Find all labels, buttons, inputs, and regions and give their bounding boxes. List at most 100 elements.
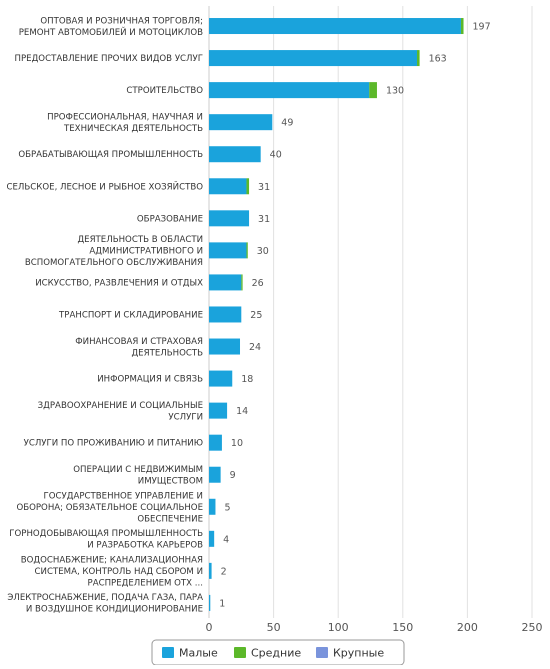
category-label-line: ГОСУДАРСТВЕННОЕ УПРАВЛЕНИЕ И <box>44 491 203 501</box>
category-label: ДЕЯТЕЛЬНОСТЬ В ОБЛАСТИ АДМИНИСТРАТИВНОГО … <box>25 235 203 268</box>
bar-small <box>209 498 216 515</box>
category-label: УСЛУГИ ПО ПРОЖИВАНИЮ И ПИТАНИЮ <box>24 439 203 449</box>
data-label: 18 <box>241 374 253 385</box>
category-label: ОБРАБАТЫВАЮЩАЯ ПРОМЫШЛЕННОСТЬ <box>18 150 203 160</box>
x-tick-label: 200 <box>457 621 478 634</box>
bar-small <box>209 82 370 99</box>
bar-medium <box>417 50 420 67</box>
data-label: 31 <box>258 214 270 225</box>
legend-swatch <box>162 647 174 658</box>
category-label-line: ФИНАНСОВАЯ И СТРАХОВАЯ <box>75 337 203 347</box>
category-label: ОПТОВАЯ И РОЗНИЧНАЯ ТОРГОВЛЯ; РЕМОНТ АВТО… <box>19 16 203 38</box>
category-label: ОПЕРАЦИИ С НЕДВИЖИМЫМ ИМУЩЕСТВОМ <box>73 465 203 487</box>
bar-small <box>209 562 212 579</box>
bar-small <box>209 466 221 483</box>
data-label: 40 <box>270 150 282 161</box>
category-label-line: И РАЗРАБОТКА КАРЬЕРОВ <box>87 541 203 551</box>
bar-small <box>209 338 241 355</box>
category-label-line: СТРОИТЕЛЬСТВО <box>126 86 203 96</box>
data-label: 1 <box>219 598 225 609</box>
category-label-line: ИНФОРМАЦИЯ И СВЯЗЬ <box>97 375 203 385</box>
data-label: 30 <box>257 246 269 257</box>
category-label-line: ОПТОВАЯ И РОЗНИЧНАЯ ТОРГОВЛЯ; <box>40 16 203 26</box>
data-label: 24 <box>249 342 261 353</box>
category-label-line: ПРЕДОСТАВЛЕНИЕ ПРОЧИХ ВИДОВ УСЛУГ <box>15 54 203 64</box>
category-label: ПРЕДОСТАВЛЕНИЕ ПРОЧИХ ВИДОВ УСЛУГ <box>15 54 203 64</box>
category-label-line: ДЕЯТЕЛЬНОСТЬ <box>131 348 203 358</box>
category-label-line: И ВОЗДУШНОЕ КОНДИЦИОНИРОВАНИЕ <box>26 605 203 615</box>
legend-swatch <box>234 647 246 658</box>
category-label: ВОДОСНАБЖЕНИЕ; КАНАЛИЗАЦИОННАЯ СИСТЕМА, К… <box>21 555 203 588</box>
category-label-line: РАСПРЕДЕЛЕНИЕМ ОТХ ... <box>88 578 203 588</box>
category-label: СЕЛЬСКОЕ, ЛЕСНОЕ И РЫБНОЕ ХОЗЯЙСТВО <box>6 180 203 192</box>
x-tick-label: 100 <box>328 621 349 634</box>
bar-small <box>209 402 228 419</box>
category-label-line: ВСПОМОГАТЕЛЬНОГО ОБСЛУЖИВАНИЯ <box>25 258 203 268</box>
category-label-line: ОБРАЗОВАНИЕ <box>137 214 203 224</box>
category-label-line: ДЕЯТЕЛЬНОСТЬ В ОБЛАСТИ <box>77 235 203 245</box>
x-tick-label: 0 <box>206 621 213 634</box>
data-label: 10 <box>231 438 243 449</box>
bar-medium <box>241 274 243 291</box>
category-label: ИСКУССТВО, РАЗВЛЕЧЕНИЯ И ОТДЫХ <box>35 278 203 288</box>
bar-medium <box>369 82 377 99</box>
data-label: 163 <box>429 54 447 65</box>
category-label: ОБРАЗОВАНИЕ <box>137 214 203 224</box>
category-label: ЭЛЕКТРОСНАБЖЕНИЕ, ПОДАЧА ГАЗА, ПАРА И ВОЗ… <box>7 593 203 615</box>
data-label: 5 <box>224 502 230 513</box>
legend-label: Средние <box>251 647 301 660</box>
bar-small <box>209 210 250 227</box>
category-label-line: ПРОФЕССИОНАЛЬНАЯ, НАУЧНАЯ И <box>47 112 203 122</box>
category-label: СТРОИТЕЛЬСТВО <box>126 86 203 96</box>
category-label-line: СИСТЕМА, КОНТРОЛЬ НАД СБОРОМ И <box>35 567 203 577</box>
category-label: ФИНАНСОВАЯ И СТРАХОВАЯ ДЕЯТЕЛЬНОСТЬ <box>75 337 203 359</box>
category-label-line: СЕЛЬСКОЕ, ЛЕСНОЕ И РЫБНОЕ ХОЗЯЙСТВО <box>6 180 203 192</box>
category-label: ПРОФЕССИОНАЛЬНАЯ, НАУЧНАЯ И ТЕХНИЧЕСКАЯ Д… <box>47 112 203 134</box>
bar-small <box>209 594 211 611</box>
bar-small <box>209 114 273 131</box>
x-tick-label: 250 <box>522 621 543 634</box>
data-label: 49 <box>281 118 293 129</box>
x-tick-label: 150 <box>392 621 413 634</box>
bar-small <box>209 18 461 35</box>
bar-small <box>209 242 247 259</box>
bar-medium <box>246 242 248 259</box>
legend-label: Малые <box>179 647 218 660</box>
category-label-line: ТРАНСПОРТ И СКЛАДИРОВАНИЕ <box>58 310 203 320</box>
category-label-line: ОПЕРАЦИИ С НЕДВИЖИМЫМ <box>73 465 203 475</box>
category-label-line: ТЕХНИЧЕСКАЯ ДЕЯТЕЛЬНОСТЬ <box>63 124 203 134</box>
category-label-line: ГОРНОДОБЫВАЮЩАЯ ПРОМЫШЛЕННОСТЬ <box>9 529 203 539</box>
bar-small <box>209 370 233 387</box>
category-label-line: ОБЕСПЕЧЕНИЕ <box>137 514 203 524</box>
category-label-line: ИМУЩЕСТВОМ <box>138 476 203 486</box>
category-label: ГОРНОДОБЫВАЮЩАЯ ПРОМЫШЛЕННОСТЬ И РАЗРАБОТ… <box>9 529 203 551</box>
data-label: 26 <box>252 278 264 289</box>
category-label-line: РЕМОНТ АВТОМОБИЛЕЙ И МОТОЦИКЛОВ <box>19 26 203 38</box>
category-label: ТРАНСПОРТ И СКЛАДИРОВАНИЕ <box>58 310 203 320</box>
x-tick-label: 50 <box>267 621 281 634</box>
bar-small <box>209 434 222 451</box>
bar-small <box>209 146 261 163</box>
data-label: 130 <box>386 86 404 97</box>
category-label-line: ЭЛЕКТРОСНАБЖЕНИЕ, ПОДАЧА ГАЗА, ПАРА <box>7 593 203 603</box>
bar-small <box>209 530 215 547</box>
category-label-line: ЗДРАВООХРАНЕНИЕ И СОЦИАЛЬНЫЕ <box>38 401 203 411</box>
data-label: 9 <box>230 470 236 481</box>
bar-small <box>209 306 242 323</box>
category-label: ГОСУДАРСТВЕННОЕ УПРАВЛЕНИЕ И ОБОРОНА; ОБЯ… <box>16 491 203 524</box>
data-label: 4 <box>223 534 229 545</box>
category-label-line: ИСКУССТВО, РАЗВЛЕЧЕНИЯ И ОТДЫХ <box>35 278 203 288</box>
category-label-line: АДМИНИСТРАТИВНОГО И <box>89 246 203 256</box>
bar-small <box>209 50 418 67</box>
legend-label: Крупные <box>333 647 384 660</box>
category-label: ЗДРАВООХРАНЕНИЕ И СОЦИАЛЬНЫЕ УСЛУГИ <box>38 401 203 423</box>
data-label: 31 <box>258 182 270 193</box>
category-label-line: УСЛУГИ <box>168 412 203 422</box>
bar-small <box>209 274 242 291</box>
category-label-line: ВОДОСНАБЖЕНИЕ; КАНАЛИЗАЦИОННАЯ <box>21 555 203 565</box>
data-label: 14 <box>236 406 248 417</box>
category-label-line: ОБРАБАТЫВАЮЩАЯ ПРОМЫШЛЕННОСТЬ <box>18 150 203 160</box>
category-label-line: УСЛУГИ ПО ПРОЖИВАНИЮ И ПИТАНИЮ <box>24 439 203 449</box>
